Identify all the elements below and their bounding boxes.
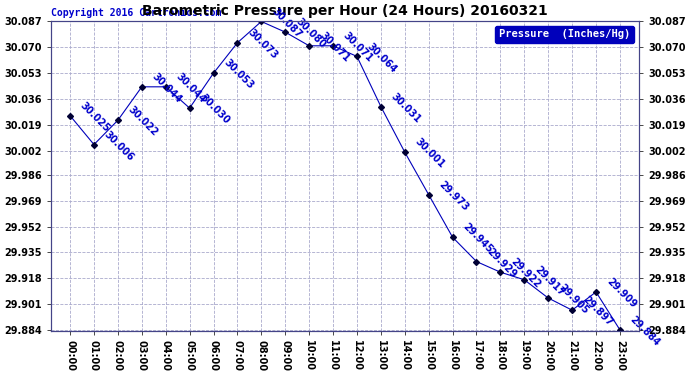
Text: Copyright 2016 Cartronics.com: Copyright 2016 Cartronics.com xyxy=(51,8,221,18)
Text: 29.917: 29.917 xyxy=(533,264,566,298)
Text: 30.071: 30.071 xyxy=(342,30,375,64)
Text: 30.044: 30.044 xyxy=(150,71,184,105)
Text: 30.073: 30.073 xyxy=(246,27,279,61)
Text: 30.022: 30.022 xyxy=(126,105,160,138)
Text: 30.030: 30.030 xyxy=(198,93,232,126)
Text: 30.001: 30.001 xyxy=(413,137,446,170)
Title: Barometric Pressure per Hour (24 Hours) 20160321: Barometric Pressure per Hour (24 Hours) … xyxy=(142,4,548,18)
Text: 30.087: 30.087 xyxy=(270,6,304,40)
Text: 30.044: 30.044 xyxy=(174,71,208,105)
Text: 29.884: 29.884 xyxy=(629,315,662,348)
Text: 29.909: 29.909 xyxy=(604,276,638,310)
Text: 29.973: 29.973 xyxy=(437,179,471,213)
Text: 29.929: 29.929 xyxy=(485,246,518,280)
Text: 30.071: 30.071 xyxy=(317,30,351,64)
Text: 29.897: 29.897 xyxy=(580,295,614,328)
Text: 30.031: 30.031 xyxy=(389,91,423,125)
Text: 30.080: 30.080 xyxy=(293,17,327,50)
Text: 29.905: 29.905 xyxy=(557,283,590,316)
Text: 30.064: 30.064 xyxy=(365,41,399,75)
Text: 30.025: 30.025 xyxy=(79,100,112,134)
Text: 29.922: 29.922 xyxy=(509,257,542,290)
Text: 29.945: 29.945 xyxy=(461,222,495,255)
Text: 30.006: 30.006 xyxy=(102,129,136,163)
Legend: Pressure  (Inches/Hg): Pressure (Inches/Hg) xyxy=(495,26,634,44)
Text: 30.053: 30.053 xyxy=(222,58,255,92)
